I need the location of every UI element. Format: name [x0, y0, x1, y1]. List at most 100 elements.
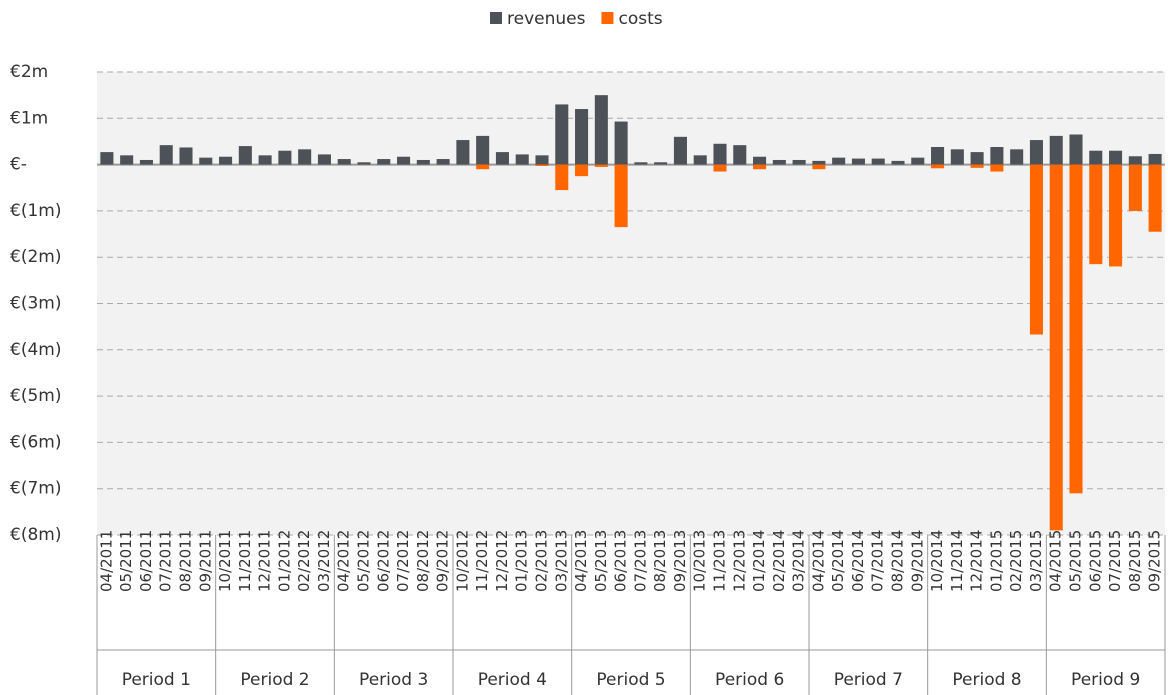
- x-tick-label: 01/2014: [750, 530, 768, 592]
- group-label: Period 6: [715, 670, 784, 690]
- legend-label: revenues: [507, 9, 586, 29]
- bar: [1109, 150, 1123, 165]
- x-tick-label: 04/2011: [97, 530, 115, 592]
- y-tick-label: €(8m): [10, 525, 61, 545]
- x-tick-label: 05/2013: [592, 530, 610, 592]
- x-tick-label: 06/2011: [137, 530, 155, 592]
- x-tick-label: 06/2015: [1086, 530, 1104, 592]
- x-tick-label: 05/2015: [1067, 530, 1085, 592]
- y-tick-label: €2m: [10, 62, 48, 82]
- bar: [100, 152, 114, 165]
- bar: [120, 155, 134, 165]
- bar: [911, 157, 925, 165]
- bar: [179, 147, 193, 165]
- x-tick-label: 11/2013: [711, 530, 729, 592]
- bar: [377, 159, 391, 165]
- y-tick-label: €(1m): [10, 201, 61, 221]
- bar: [199, 157, 213, 165]
- x-tick-label: 02/2015: [1007, 530, 1025, 592]
- y-tick-label: €-: [10, 155, 27, 175]
- bar: [931, 147, 945, 165]
- bar: [990, 147, 1004, 165]
- bar: [693, 155, 707, 165]
- bar: [575, 109, 589, 165]
- bar: [555, 104, 569, 165]
- x-tick-label: 10/2014: [928, 530, 946, 592]
- x-tick-label: 02/2013: [533, 530, 551, 592]
- x-tick-label: 07/2015: [1106, 530, 1124, 592]
- x-tick-label: 01/2015: [987, 530, 1005, 592]
- bar: [634, 162, 648, 165]
- bar: [1128, 156, 1142, 165]
- bar: [397, 156, 411, 165]
- x-tick-label: 11/2012: [473, 530, 491, 592]
- bar: [139, 159, 153, 165]
- bar: [357, 162, 371, 165]
- y-tick-label: €(3m): [10, 294, 61, 314]
- bar: [1029, 164, 1043, 335]
- bar: [970, 164, 984, 168]
- bar: [495, 152, 509, 165]
- x-tick-label: 05/2014: [829, 530, 847, 592]
- x-tick-label: 01/2012: [275, 530, 293, 592]
- y-tick-label: €(4m): [10, 340, 61, 360]
- bar: [753, 156, 767, 165]
- y-tick-label: €1m: [10, 108, 48, 128]
- x-tick-label: 08/2014: [889, 530, 907, 592]
- bar: [575, 164, 589, 177]
- bar: [614, 121, 628, 165]
- y-tick-label: €(6m): [10, 432, 61, 452]
- x-tick-label: 05/2012: [355, 530, 373, 592]
- group-label: Period 1: [122, 670, 191, 690]
- bar: [753, 164, 767, 170]
- group-label: Period 3: [359, 670, 428, 690]
- bar: [535, 164, 549, 166]
- bar: [1029, 140, 1043, 165]
- x-tick-label: 12/2013: [730, 530, 748, 592]
- x-tick-label: 09/2011: [196, 530, 214, 592]
- bar: [594, 95, 608, 165]
- x-tick-label: 03/2013: [552, 530, 570, 592]
- x-tick-label: 03/2012: [315, 530, 333, 592]
- bar: [1010, 149, 1024, 165]
- bar: [416, 159, 430, 165]
- x-tick-label: 12/2011: [256, 530, 274, 592]
- x-tick-label: 08/2011: [177, 530, 195, 592]
- group-label: Period 7: [834, 670, 903, 690]
- x-tick-label: 06/2013: [612, 530, 630, 592]
- bar: [772, 159, 786, 165]
- x-tick-label: 12/2014: [968, 530, 986, 592]
- bar: [298, 149, 312, 165]
- bar: [515, 154, 529, 165]
- bar: [1069, 164, 1083, 494]
- bar: [733, 145, 747, 165]
- x-tick-label: 10/2011: [216, 530, 234, 592]
- x-tick-label: 10/2013: [691, 530, 709, 592]
- x-tick-label: 06/2012: [374, 530, 392, 592]
- bar: [792, 159, 806, 165]
- bar: [812, 160, 826, 165]
- bar: [317, 154, 331, 165]
- bar: [1089, 150, 1103, 165]
- bar: [931, 164, 945, 169]
- x-tick-label: 09/2013: [671, 530, 689, 592]
- bar: [1089, 164, 1103, 265]
- bar: [1148, 153, 1162, 165]
- x-tick-label: 09/2014: [908, 530, 926, 592]
- bar: [1069, 134, 1083, 165]
- bar: [219, 156, 233, 165]
- bar: [891, 160, 905, 165]
- x-tick-label: 07/2014: [869, 530, 887, 592]
- bar: [950, 149, 964, 165]
- bar: [614, 164, 628, 228]
- legend-label: costs: [618, 9, 662, 29]
- group-label: Period 9: [1071, 670, 1140, 690]
- bar: [851, 158, 865, 165]
- y-tick-label: €(2m): [10, 247, 61, 267]
- bar: [238, 146, 252, 165]
- x-tick-label: 06/2014: [849, 530, 867, 592]
- group-label: Period 4: [478, 670, 547, 690]
- bar: [1109, 164, 1123, 267]
- x-tick-label: 11/2014: [948, 530, 966, 592]
- x-tick-label: 08/2015: [1126, 530, 1144, 592]
